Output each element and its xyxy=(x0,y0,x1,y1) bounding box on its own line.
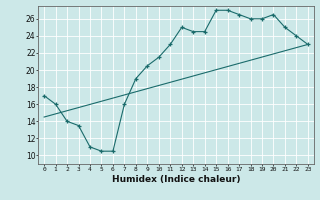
X-axis label: Humidex (Indice chaleur): Humidex (Indice chaleur) xyxy=(112,175,240,184)
